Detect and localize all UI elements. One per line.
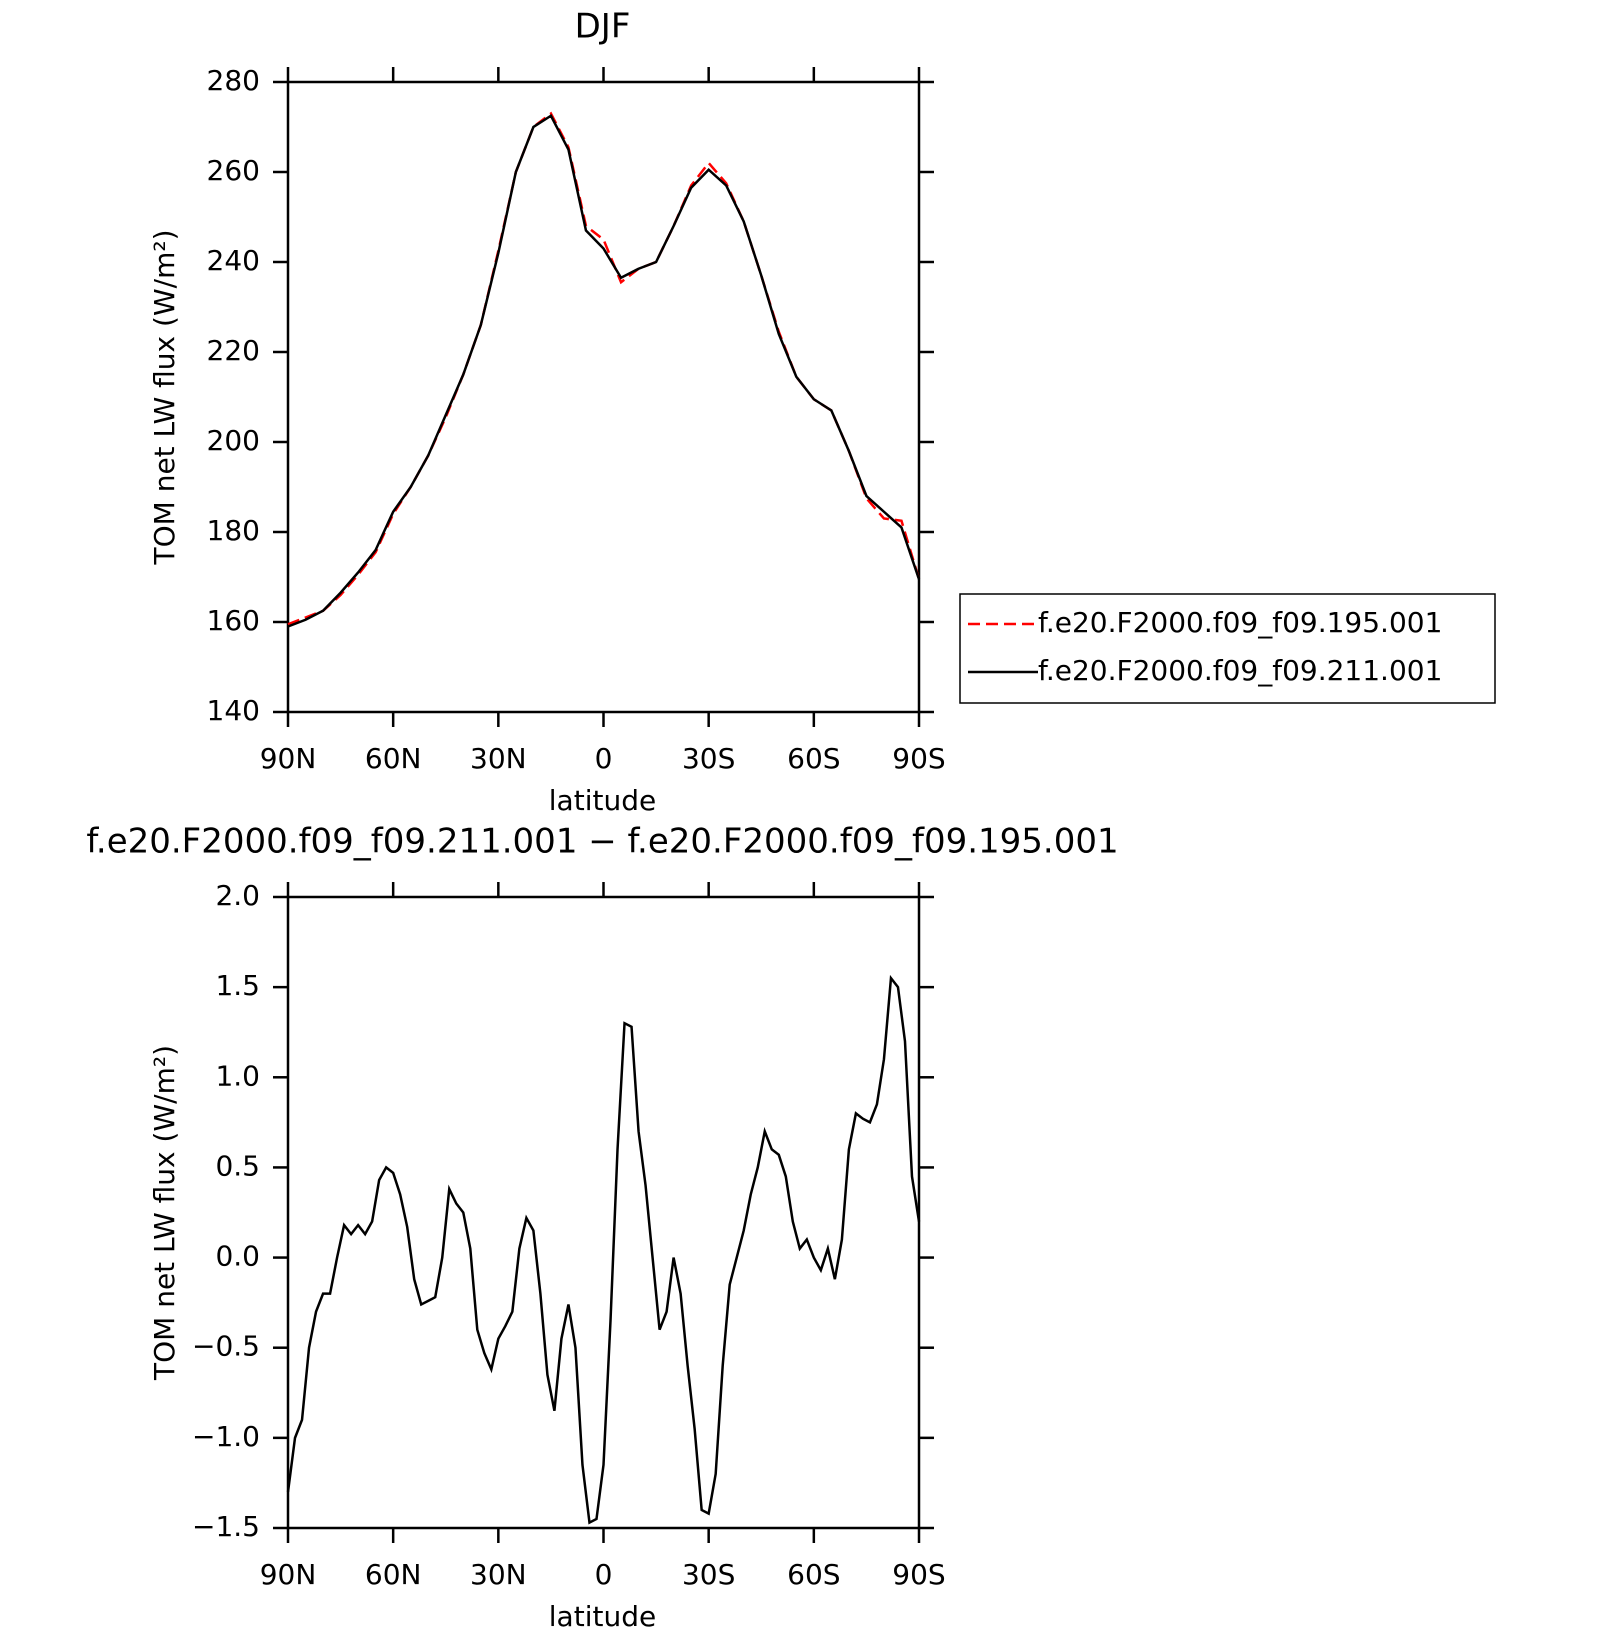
- x-tick-label: 60N: [365, 742, 422, 775]
- y-tick-label: 240: [207, 244, 260, 277]
- legend-box: [959, 593, 1496, 704]
- plot-frame: [286, 80, 921, 714]
- series-line: [287, 111, 921, 626]
- chart-title: DJF: [575, 7, 631, 47]
- y-tick-label: 200: [207, 424, 260, 457]
- x-tick-label: 30S: [682, 742, 735, 775]
- chart-title: f.e20.F2000.f09_f09.211.001 − f.e20.F200…: [86, 822, 1118, 862]
- x-tick-label: 60N: [365, 1558, 422, 1591]
- y-tick-label: 180: [207, 514, 260, 547]
- x-axis-label: latitude: [549, 784, 656, 817]
- x-tick-label: 30S: [682, 1558, 735, 1591]
- y-axis-label: TOM net LW flux (W/m²): [148, 230, 181, 566]
- series-line: [286, 974, 921, 1525]
- legend-label: f.e20.F2000.f09_f09.195.001: [1038, 606, 1442, 639]
- series-line: [287, 113, 921, 628]
- x-tick-label: 30N: [470, 1558, 527, 1591]
- x-tick-label: 60S: [787, 1558, 840, 1591]
- y-tick-label: −0.5: [192, 1330, 260, 1363]
- x-axis-label: latitude: [549, 1600, 656, 1633]
- y-tick-label: 0.0: [215, 1240, 260, 1273]
- y-tick-label: 1.5: [215, 969, 260, 1002]
- y-tick-label: 2.0: [215, 879, 260, 912]
- x-tick-label: 0: [595, 1558, 613, 1591]
- x-tick-label: 60S: [787, 742, 840, 775]
- x-tick-label: 30N: [470, 742, 527, 775]
- y-tick-label: −1.0: [192, 1420, 260, 1453]
- x-tick-label: 90N: [260, 742, 317, 775]
- x-tick-label: 90S: [892, 742, 945, 775]
- x-tick-label: 0: [595, 742, 613, 775]
- y-tick-label: 280: [207, 64, 260, 97]
- y-tick-label: −1.5: [192, 1510, 260, 1543]
- legend-label: f.e20.F2000.f09_f09.211.001: [1038, 654, 1442, 687]
- y-tick-label: 0.5: [215, 1149, 260, 1182]
- y-tick-label: 1.0: [215, 1059, 260, 1092]
- plot-frame: [286, 895, 921, 1530]
- x-tick-label: 90N: [260, 1558, 317, 1591]
- y-axis-label: TOM net LW flux (W/m²): [148, 1045, 181, 1381]
- y-tick-label: 260: [207, 154, 260, 187]
- y-tick-label: 220: [207, 334, 260, 367]
- x-tick-label: 90S: [892, 1558, 945, 1591]
- y-tick-label: 140: [207, 694, 260, 727]
- y-tick-label: 160: [207, 604, 260, 637]
